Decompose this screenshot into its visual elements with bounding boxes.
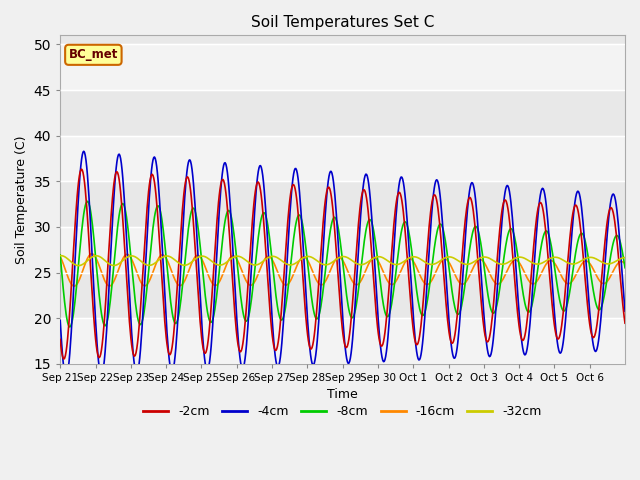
Bar bbox=[60, 136, 625, 181]
Text: BC_met: BC_met bbox=[68, 48, 118, 61]
Legend: -2cm, -4cm, -8cm, -16cm, -32cm: -2cm, -4cm, -8cm, -16cm, -32cm bbox=[138, 400, 547, 423]
X-axis label: Time: Time bbox=[327, 388, 358, 401]
Title: Soil Temperatures Set C: Soil Temperatures Set C bbox=[251, 15, 435, 30]
Y-axis label: Soil Temperature (C): Soil Temperature (C) bbox=[15, 135, 28, 264]
Bar bbox=[60, 227, 625, 273]
Bar bbox=[60, 45, 625, 90]
Bar bbox=[60, 318, 625, 364]
